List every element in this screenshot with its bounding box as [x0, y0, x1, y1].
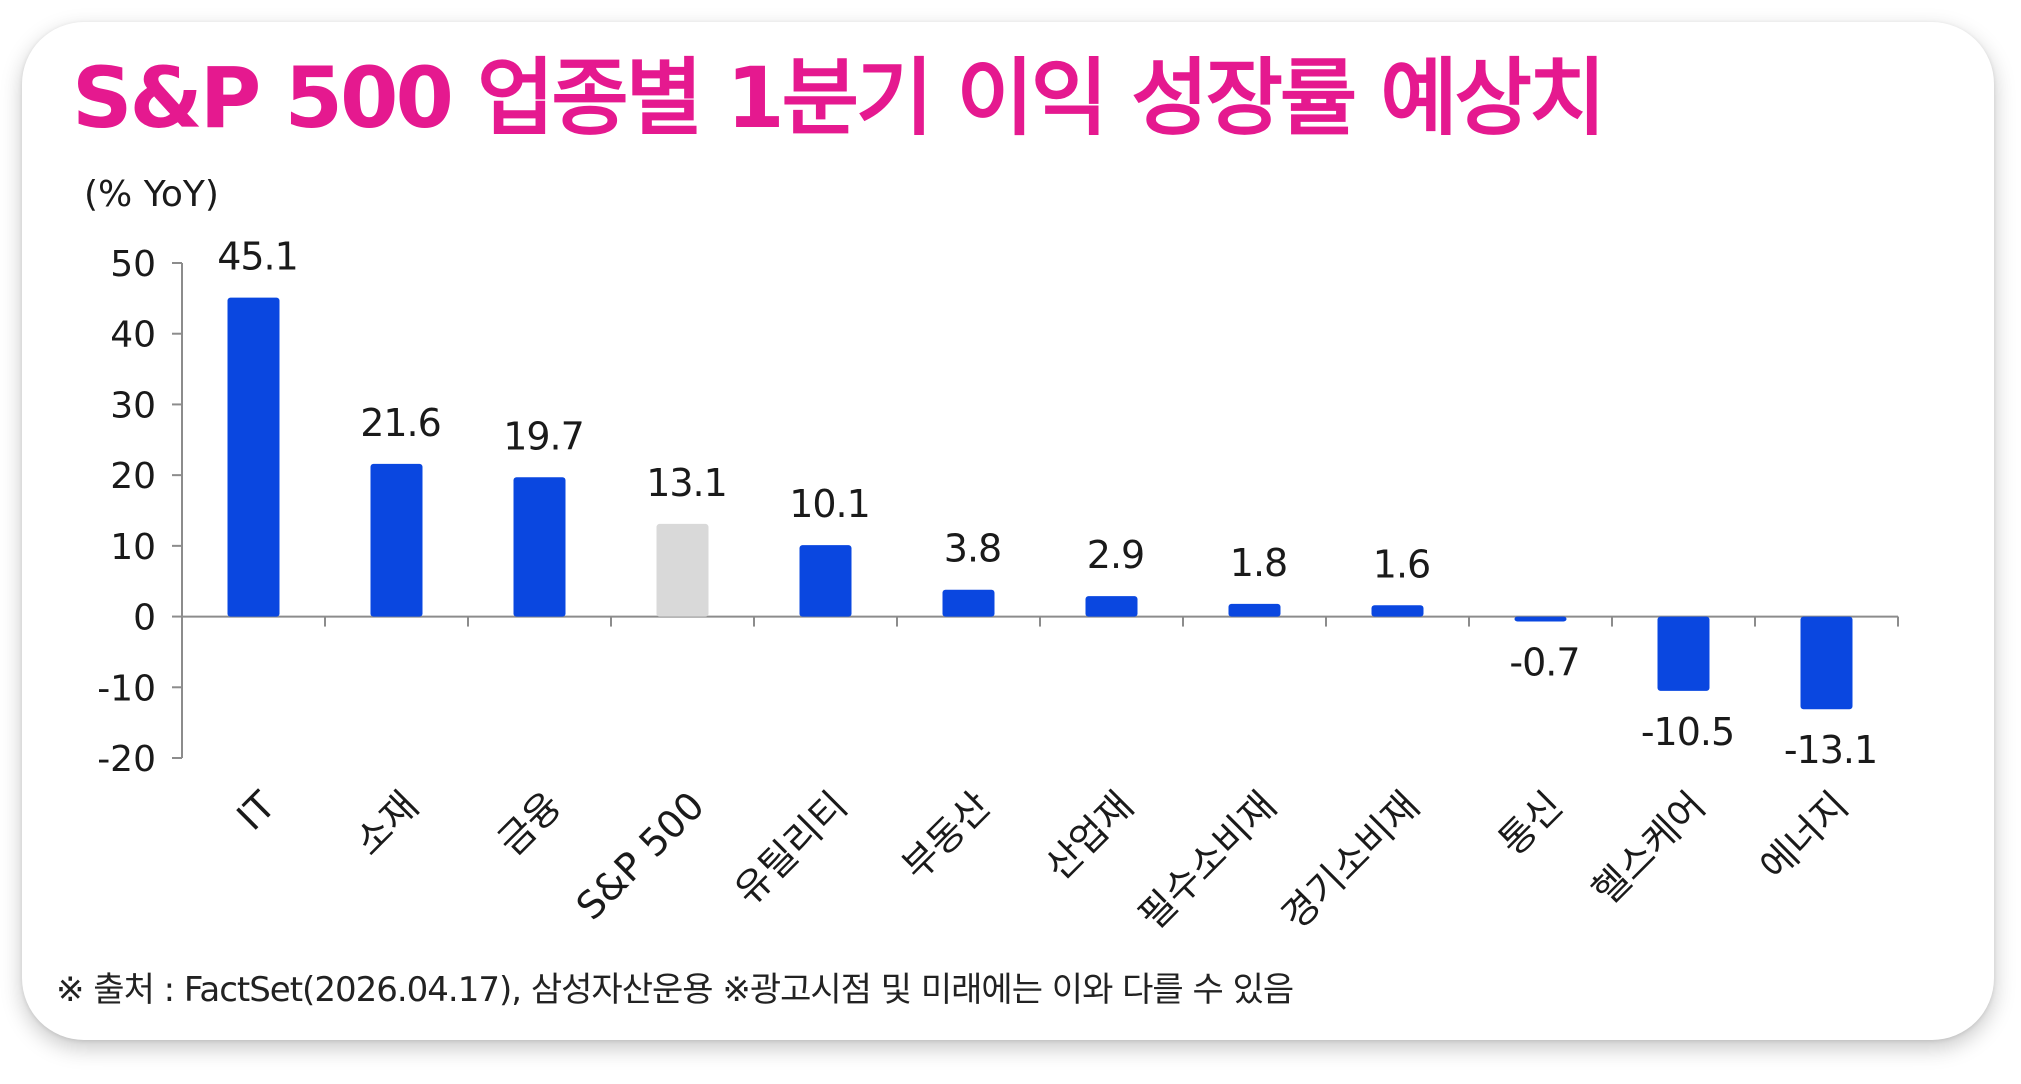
y-tick-label: 0 — [133, 598, 156, 639]
bar — [370, 463, 423, 617]
category-label: IT — [228, 783, 284, 839]
x-axis — [181, 615, 1899, 627]
category-label: 유틸리티 — [726, 783, 856, 913]
y-tick-label: -10 — [97, 668, 156, 709]
y-tick-label: -20 — [97, 739, 156, 780]
category-label: 금융 — [489, 783, 570, 864]
bar — [1228, 603, 1281, 617]
category-label: 소재 — [346, 783, 427, 864]
chart-card — [22, 22, 1994, 1040]
value-label: 10.1 — [789, 482, 870, 526]
bars — [227, 297, 1853, 710]
category-label: 에너지 — [1752, 783, 1857, 888]
value-label: 1.8 — [1230, 541, 1287, 585]
y-tick-label: 30 — [110, 385, 156, 426]
y-tick-label: 50 — [110, 244, 156, 285]
category-label: 경기소비재 — [1273, 783, 1428, 938]
category-label: 통신 — [1490, 783, 1571, 864]
y-axis: 50 40 30 20 10 0 -10 -20 — [97, 244, 183, 780]
category-label: 부동산 — [894, 783, 999, 888]
value-label: -0.7 — [1509, 641, 1579, 685]
category-label: S&P 500 — [568, 783, 713, 928]
value-label: 2.9 — [1087, 533, 1144, 577]
category-label: 헬스케어 — [1584, 783, 1714, 913]
value-label: 45.1 — [217, 235, 298, 279]
y-tick-label: 20 — [110, 456, 156, 497]
bar — [227, 297, 280, 617]
value-label: 13.1 — [646, 461, 727, 505]
bar — [1657, 616, 1710, 691]
bar — [513, 477, 566, 617]
value-label: 3.8 — [944, 527, 1001, 571]
source-footnote: ※ 출처 : FactSet(2026.04.17), 삼성자산운용 ※광고시점… — [56, 970, 1294, 1010]
y-tick-label: 40 — [110, 315, 156, 356]
bar — [799, 545, 852, 617]
value-label: -10.5 — [1641, 710, 1734, 754]
bar — [656, 523, 709, 617]
bar — [1800, 616, 1853, 710]
chart-title: S&P 500 업종별 1분기 이익 성장률 예상치 — [72, 49, 1606, 147]
category-label: 산업재 — [1037, 783, 1142, 888]
value-labels: 45.1 21.6 19.7 13.1 10.1 3.8 2.9 1.8 1.6 -0.7 -10.… — [217, 235, 1878, 773]
y-axis-label: (% YoY) — [84, 174, 219, 215]
value-label: -13.1 — [1784, 728, 1877, 772]
bar — [1514, 616, 1567, 622]
bar — [942, 589, 995, 617]
bar — [1371, 605, 1424, 617]
bar — [1085, 596, 1138, 617]
category-label: 필수소비재 — [1130, 783, 1285, 938]
value-label: 1.6 — [1373, 542, 1430, 586]
value-label: 21.6 — [360, 401, 441, 445]
value-label: 19.7 — [503, 414, 584, 458]
y-tick-label: 10 — [110, 527, 156, 568]
